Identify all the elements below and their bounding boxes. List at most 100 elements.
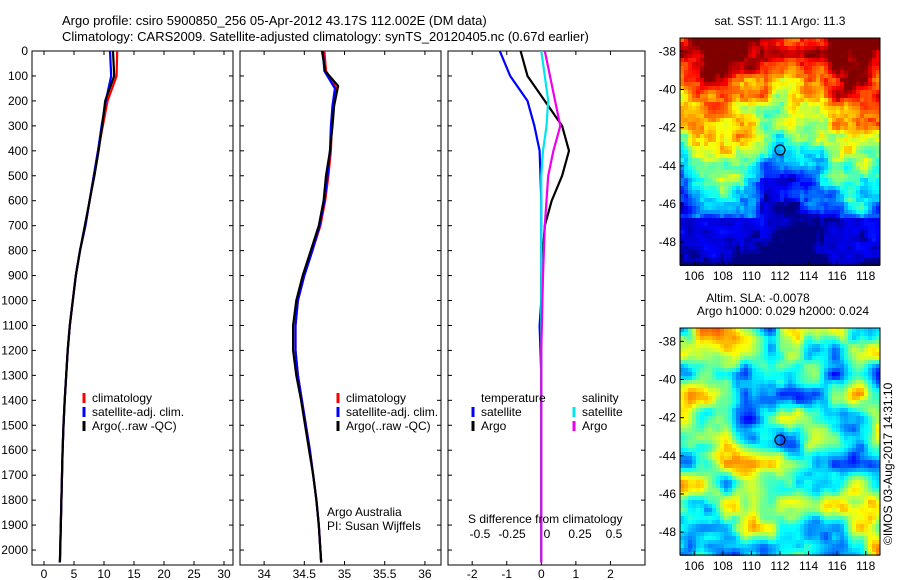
- heatmap-cell: [716, 210, 720, 214]
- heatmap-cell: [720, 340, 724, 344]
- heatmap-cell: [680, 166, 684, 170]
- heatmap-cell: [836, 336, 840, 340]
- heatmap-cell: [804, 254, 808, 258]
- heatmap-cell: [732, 82, 736, 86]
- heatmap-cell: [860, 432, 864, 436]
- heatmap-cell: [844, 400, 848, 404]
- heatmap-cell: [784, 436, 788, 440]
- heatmap-cell: [864, 46, 868, 50]
- heatmap-cell: [700, 178, 704, 182]
- heatmap-cell: [732, 242, 736, 246]
- heatmap-cell: [684, 380, 688, 384]
- heatmap-cell: [744, 150, 748, 154]
- heatmap-cell: [876, 74, 880, 78]
- heatmap-cell: [804, 258, 808, 262]
- heatmap-cell: [728, 420, 732, 424]
- heatmap-cell: [860, 412, 864, 416]
- heatmap-cell: [828, 50, 832, 54]
- heatmap-cell: [696, 416, 700, 420]
- heatmap-cell: [820, 452, 824, 456]
- heatmap-cell: [800, 388, 804, 392]
- heatmap-cell: [704, 234, 708, 238]
- heatmap-cell: [840, 428, 844, 432]
- heatmap-cell: [696, 340, 700, 344]
- heatmap-cell: [860, 150, 864, 154]
- heatmap-cell: [828, 58, 832, 62]
- heatmap-cell: [728, 174, 732, 178]
- heatmap-cell: [688, 380, 692, 384]
- heatmap-cell: [776, 226, 780, 230]
- heatmap-cell: [744, 82, 748, 86]
- heatmap-cell: [704, 54, 708, 58]
- heatmap-cell: [692, 254, 696, 258]
- heatmap-cell: [720, 118, 724, 122]
- heatmap-cell: [824, 42, 828, 46]
- heatmap-cell: [852, 154, 856, 158]
- heatmap-cell: [856, 488, 860, 492]
- heatmap-cell: [800, 62, 804, 66]
- heatmap-cell: [776, 42, 780, 46]
- heatmap-cell: [684, 352, 688, 356]
- heatmap-cell: [772, 416, 776, 420]
- heatmap-cell: [736, 126, 740, 130]
- heatmap-cell: [704, 254, 708, 258]
- heatmap-cell: [684, 38, 688, 42]
- heatmap-cell: [768, 332, 772, 336]
- heatmap-cell: [688, 102, 692, 106]
- heatmap-cell: [804, 476, 808, 480]
- heatmap-cell: [776, 90, 780, 94]
- heatmap-cell: [696, 348, 700, 352]
- heatmap-cell: [708, 70, 712, 74]
- heatmap-cell: [736, 102, 740, 106]
- heatmap-cell: [744, 340, 748, 344]
- heatmap-cell: [756, 372, 760, 376]
- heatmap-cell: [712, 122, 716, 126]
- heatmap-cell: [724, 98, 728, 102]
- heatmap-cell: [824, 206, 828, 210]
- heatmap-cell: [816, 178, 820, 182]
- heatmap-cell: [720, 246, 724, 250]
- heatmap-cell: [732, 436, 736, 440]
- heatmap-cell: [840, 138, 844, 142]
- heatmap-cell: [764, 344, 768, 348]
- heatmap-cell: [876, 484, 880, 488]
- heatmap-cell: [756, 404, 760, 408]
- heatmap-cell: [748, 166, 752, 170]
- heatmap-cell: [808, 364, 812, 368]
- heatmap-cell: [820, 226, 824, 230]
- heatmap-cell: [680, 190, 684, 194]
- heatmap-cell: [868, 460, 872, 464]
- heatmap-cell: [732, 66, 736, 70]
- heatmap-cell: [860, 54, 864, 58]
- heatmap-cell: [752, 198, 756, 202]
- heatmap-cell: [720, 110, 724, 114]
- heatmap-cell: [704, 198, 708, 202]
- heatmap-cell: [828, 66, 832, 70]
- heatmap-cell: [692, 110, 696, 114]
- heatmap-cell: [688, 254, 692, 258]
- heatmap-cell: [760, 412, 764, 416]
- heatmap-cell: [876, 372, 880, 376]
- heatmap-cell: [824, 38, 828, 42]
- heatmap-cell: [792, 472, 796, 476]
- heatmap-cell: [764, 54, 768, 58]
- heatmap-cell: [700, 332, 704, 336]
- heatmap-cell: [716, 258, 720, 262]
- heatmap-cell: [860, 332, 864, 336]
- heatmap-cell: [832, 480, 836, 484]
- heatmap-cell: [780, 90, 784, 94]
- heatmap-cell: [784, 328, 788, 332]
- heatmap-cell: [716, 246, 720, 250]
- heatmap-cell: [772, 336, 776, 340]
- heatmap-cell: [736, 364, 740, 368]
- heatmap-cell: [684, 178, 688, 182]
- heatmap-cell: [780, 380, 784, 384]
- heatmap-cell: [816, 50, 820, 54]
- heatmap-cell: [800, 226, 804, 230]
- heatmap-cell: [872, 400, 876, 404]
- heatmap-cell: [760, 348, 764, 352]
- heatmap-cell: [820, 50, 824, 54]
- heatmap-cell: [852, 404, 856, 408]
- heatmap-cell: [712, 348, 716, 352]
- heatmap-cell: [824, 340, 828, 344]
